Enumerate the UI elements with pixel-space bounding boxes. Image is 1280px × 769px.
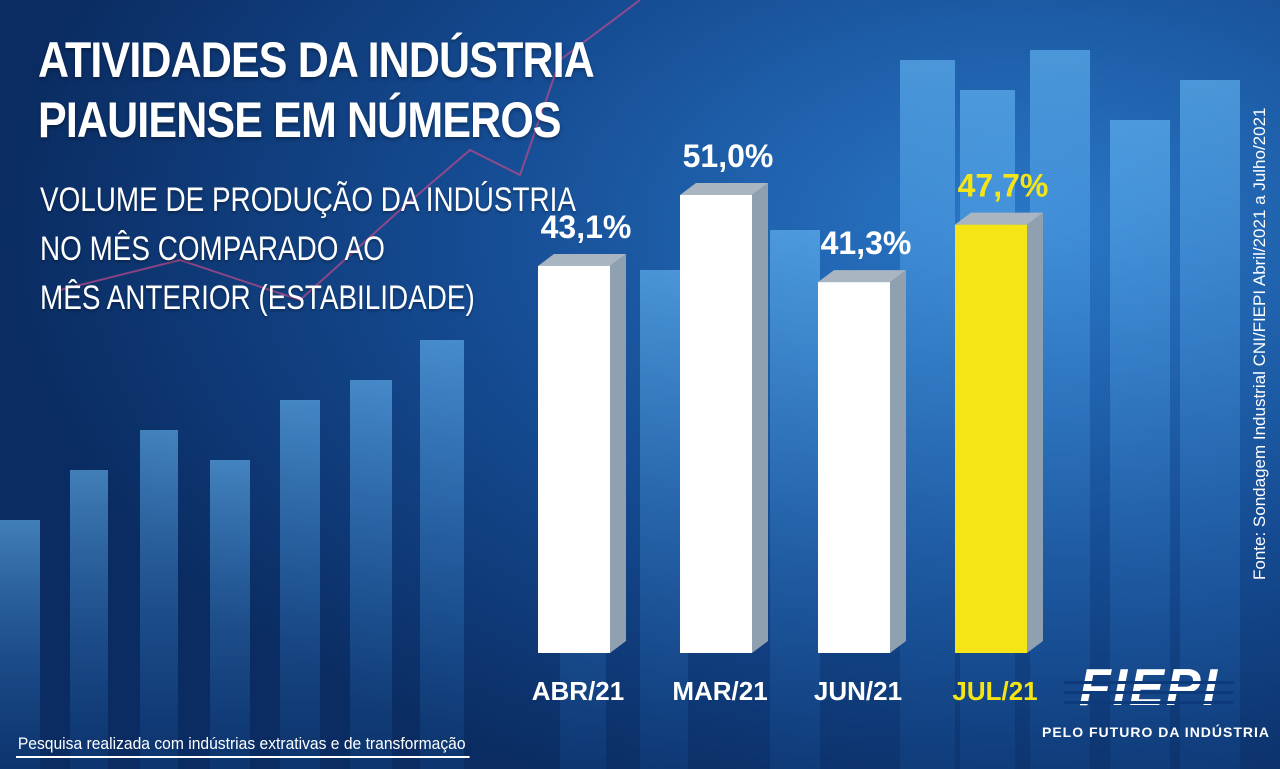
chart-title: ATIVIDADES DA INDÚSTRIA PIAUIENSE EM NÚM… bbox=[38, 30, 595, 150]
category-label-1: MAR/21 bbox=[672, 676, 767, 706]
category-label-2: JUN/21 bbox=[814, 676, 902, 706]
category-label-0: ABR/21 bbox=[532, 676, 624, 706]
value-label-1: 51,0% bbox=[683, 138, 774, 174]
bar-side-0 bbox=[610, 253, 626, 653]
bar-jun-21 bbox=[818, 282, 890, 653]
bar-top-1 bbox=[680, 183, 768, 195]
value-label-3: 47,7% bbox=[958, 168, 1049, 204]
bar-top-2 bbox=[818, 270, 906, 283]
bar-side-3 bbox=[1027, 212, 1043, 653]
subtitle-line-1: VOLUME DE PRODUÇÃO DA INDÚSTRIA bbox=[40, 181, 576, 219]
category-label-3: JUL/21 bbox=[952, 676, 1037, 706]
bar-side-2 bbox=[890, 270, 906, 653]
logo-tagline: PELO FUTURO DA INDÚSTRIA bbox=[1042, 724, 1271, 740]
value-label-2: 41,3% bbox=[821, 225, 912, 261]
subtitle-line-2: NO MÊS COMPARADO AO bbox=[40, 230, 385, 268]
subtitle-line-3: MÊS ANTERIOR (ESTABILIDADE) bbox=[40, 279, 475, 317]
fiepi-logo: FIEPI bbox=[1064, 659, 1234, 717]
bar-top-3 bbox=[955, 212, 1043, 225]
logo-wordmark: FIEPI bbox=[1078, 659, 1220, 717]
title-line-1: ATIVIDADES DA INDÚSTRIA bbox=[38, 32, 595, 88]
bar-top-0 bbox=[538, 253, 626, 266]
source-note: Fonte: Sondagem Industrial CNI/FIEPI Abr… bbox=[1250, 107, 1269, 581]
survey-note: Pesquisa realizada com indústrias extrat… bbox=[16, 734, 470, 758]
value-label-0: 43,1% bbox=[541, 209, 632, 245]
bar-abr-21 bbox=[538, 265, 610, 653]
bar-mar-21 bbox=[680, 195, 752, 653]
bar-jul-21 bbox=[955, 224, 1027, 653]
title-line-2: PIAUIENSE EM NÚMEROS bbox=[38, 92, 562, 148]
chart-subtitle: VOLUME DE PRODUÇÃO DA INDÚSTRIA NO MÊS C… bbox=[40, 176, 576, 323]
bar-side-1 bbox=[752, 183, 768, 653]
